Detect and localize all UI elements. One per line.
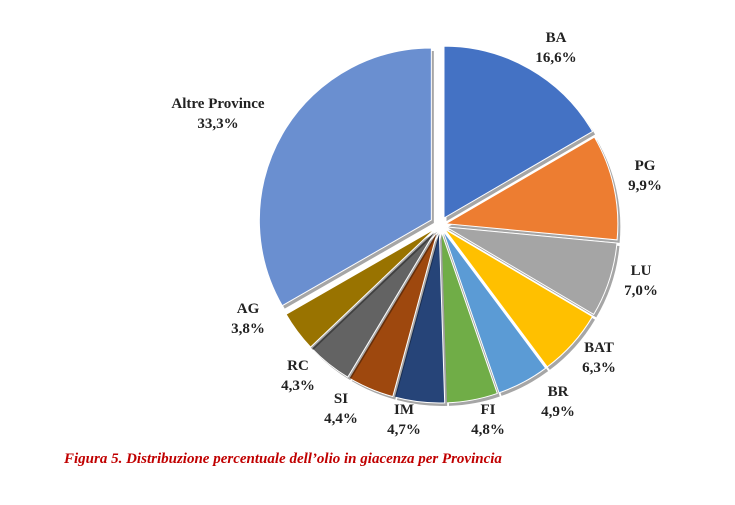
pie-slice-br — [442, 230, 547, 394]
pie-slice-im — [393, 230, 446, 404]
pie-slice-pg — [444, 136, 619, 241]
slice-label-ba: BA 16,6% — [535, 30, 576, 66]
pie-slice-ag — [285, 228, 436, 348]
pie-slice-bat — [444, 228, 594, 368]
pie-slice-altre-province — [258, 47, 432, 307]
pie-slice-rc — [310, 229, 437, 378]
slice-label-br: BR 4,9% — [541, 384, 575, 420]
slice-label-ag: AG 3,8% — [231, 301, 265, 337]
figure-caption: Figura 5. Distribuzione percentuale dell… — [64, 451, 502, 467]
pie-chart: BA 16,6% PG 9,9% LU 7,0% BAT 6,3%BR 4,9% FI 4,8% IM… — [171, 30, 661, 438]
slice-label-fi: FI 4,8% — [471, 402, 505, 438]
slice-label-im: IM 4,7% — [387, 402, 421, 438]
pie-labels: BA 16,6% PG 9,9% LU 7,0% BAT 6,3%BR 4,9% FI 4,8% IM… — [171, 30, 661, 438]
pie-slice-lu — [445, 226, 618, 316]
slice-label-altre-province: Altre Province 33,3% — [171, 96, 265, 132]
pie-slice-fi — [440, 230, 498, 404]
slice-label-si: SI 4,4% — [324, 391, 358, 427]
slice-label-bat: BAT 6,3% — [582, 340, 616, 376]
pie-slice-si — [348, 230, 439, 398]
pie-slices — [258, 45, 621, 406]
pie-slice-ba — [443, 45, 594, 219]
slice-label-rc: RC 4,3% — [281, 358, 315, 394]
slice-label-pg: PG 9,9% — [628, 158, 662, 194]
slice-label-lu: LU 7,0% — [624, 263, 658, 299]
